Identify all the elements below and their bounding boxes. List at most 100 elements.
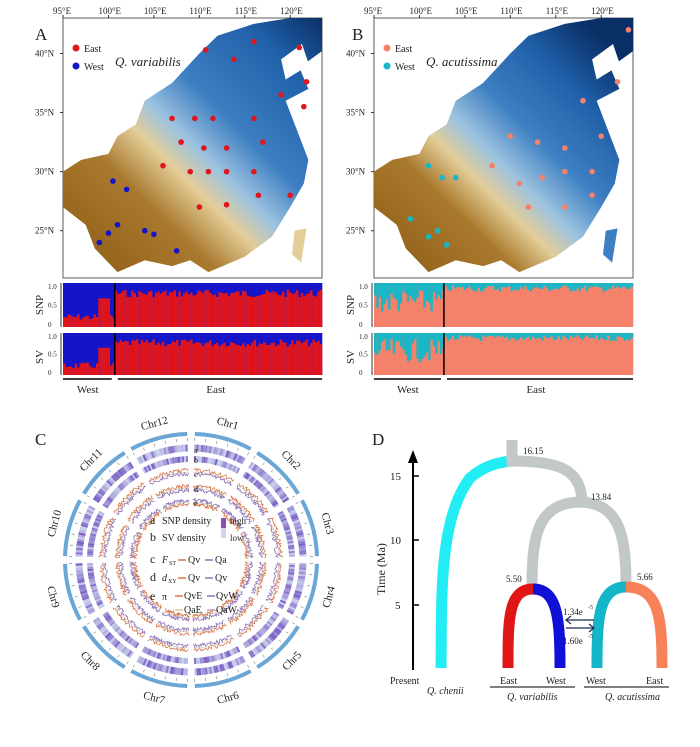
snp-density-heatmap [152,450,157,458]
sv-density-heatmap [232,648,237,655]
admixture-bar-east [112,318,116,327]
admixture-bar-east [180,339,184,375]
sample-point-east [287,192,293,199]
admixture-bar-east [77,367,80,375]
admixture-bar-west [86,333,90,375]
admixture-bar-east [494,283,497,327]
snp-density-heatmap [293,523,302,528]
snp-density-heatmap [85,603,93,609]
admixture-bar-west [409,283,412,296]
admixture-bar-west [550,333,554,337]
dxy-track [192,484,227,496]
branch-qa-west [591,581,627,669]
snp-density-heatmap [110,638,118,645]
admixture-bar-east [263,342,266,375]
lon-tick-label: 110°E [500,6,523,16]
sv-density-heatmap [134,642,140,649]
fst-track [269,562,283,604]
snp-density-heatmap [107,635,115,642]
snp-density-heatmap [272,483,279,490]
admixture-bar-west [517,333,521,340]
admixture-bar-east [515,283,518,327]
admixture-bar-east [449,333,452,375]
admixture-bar-east [208,292,212,327]
track-baseline [221,590,241,610]
admixture-bar-east [562,283,566,327]
admixture-bar-east [107,347,111,375]
admixture-bar-east [414,283,417,327]
snp-density-heatmap [82,517,91,522]
sv-density-heatmap [148,464,154,471]
snp-density-heatmap [293,594,301,599]
snp-density-heatmap [266,476,273,484]
admixture-bar-east [392,333,396,375]
snp-density-heatmap [274,486,282,493]
tick-label-10: 10 [390,535,402,547]
admixture-bar-east [385,283,389,327]
chromosome-ideogram [63,563,82,621]
sv-density-heatmap [266,620,273,627]
admixture-bar-west [531,333,535,337]
admixture-bar-west [112,333,116,375]
admixture-bar-east [100,298,104,327]
admixture-bar-east [86,315,90,327]
admixture-bar-west [585,283,589,292]
admixture-bar-east [378,283,382,327]
sv-density-heatmap [267,495,274,501]
sv-density-heatmap [260,486,266,493]
interpolated-region [374,18,633,273]
snp-density-heatmap [264,638,272,645]
admixture-bar-east [550,333,554,375]
fst-track [238,607,269,638]
admixture-bar-east [574,333,577,375]
admixture-bar-east [293,292,297,327]
admixture-bar-east [524,283,528,327]
track-baseline [254,525,264,558]
sv-density-heatmap [264,490,270,497]
admixture-bar-east [597,333,601,375]
position-tick [295,616,299,619]
sv-density-heatmap [254,481,261,487]
pi-track [220,510,240,532]
admixture-bar-east [458,333,462,375]
admixture-bar-east [449,283,452,327]
admixture-bar-east [126,296,130,327]
snp-density-heatmap [154,662,159,671]
dxy-track [255,561,267,596]
snp-density-heatmap [158,664,163,672]
admixture-bar-east [138,291,141,327]
admixture-bar-east [286,289,290,327]
sv-density-heatmap [223,651,228,659]
admixture-bar-west [578,333,582,338]
admixture-bar-east [381,333,384,375]
snp-density-heatmap [154,449,159,458]
admixture-bar-east [498,283,502,327]
admixture-bar-east [166,295,170,327]
sample-point-west [141,227,148,234]
sv-density-heatmap [162,654,166,661]
admixture-bar-east [173,290,177,327]
sample-point-west [425,233,432,240]
snp-density-heatmap [121,466,128,474]
sv-density-heatmap [92,592,100,597]
position-tick [237,669,239,673]
snp-density-heatmap [269,479,276,487]
sample-point-west [443,242,450,248]
sv-density-heatmap [141,646,147,653]
admixture-bar-east [383,333,387,375]
lat-tick-label: 30°N [35,167,55,177]
admixture-bar-west [517,283,521,290]
admixture-bar-east [241,290,245,327]
sv-density-heatmap [227,650,232,657]
sv-density-heatmap [251,635,258,642]
sv-density-heatmap [283,525,290,530]
admixture-bar-east [585,333,589,375]
admixture-bar-west [458,333,462,336]
y-tick-label: 0 [48,369,52,377]
admixture-bar-east [550,283,554,327]
admixture-bar-east [216,342,219,375]
admixture-bar-east [173,341,177,375]
snp-density-heatmap [236,455,242,463]
track-letter-d: d [194,485,198,494]
position-tick [304,522,308,525]
